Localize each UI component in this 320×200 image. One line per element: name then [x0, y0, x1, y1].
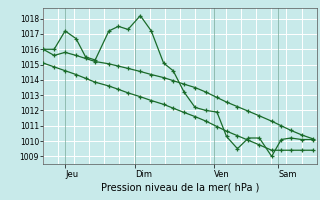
X-axis label: Pression niveau de la mer( hPa ): Pression niveau de la mer( hPa ): [101, 183, 259, 193]
